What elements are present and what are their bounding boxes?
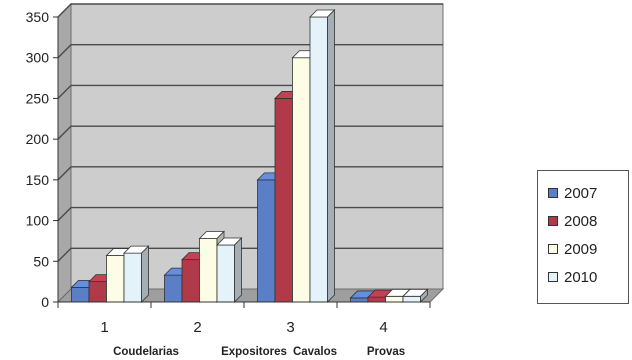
bar-2010-1	[123, 245, 150, 303]
y-tick-label: 150	[26, 172, 50, 188]
category-name-label: Cavalos	[293, 346, 337, 358]
y-tick-label: 300	[26, 50, 50, 66]
legend-swatch-2008	[548, 216, 558, 226]
legend-item-2007: 2007	[548, 179, 628, 207]
legend-swatch-2009	[548, 244, 558, 254]
legend: 2007 2008 2009 2010	[537, 170, 629, 304]
bar-2010-2	[216, 237, 243, 303]
y-tick-label: 250	[26, 90, 50, 106]
y-tick-label: 50	[33, 253, 49, 269]
category-name-label: Coudelarias	[113, 346, 179, 358]
legend-swatch-2007	[548, 188, 558, 198]
x-tick-label: 2	[193, 319, 201, 336]
legend-swatch-2010	[548, 272, 558, 282]
legend-label-2008: 2008	[564, 212, 598, 230]
legend-label-2010: 2010	[564, 268, 598, 286]
legend-item-2009: 2009	[548, 235, 628, 263]
bar-2010-4	[402, 288, 429, 303]
x-tick-label: 3	[286, 319, 294, 336]
legend-item-2008: 2008	[548, 207, 628, 235]
x-axis: 1 Coudelarias 2 Expositores 3 Cavalos 4 Provas	[57, 301, 431, 358]
bars	[70, 9, 429, 303]
y-axis: 0 50 100 150 200 250 300 350	[26, 9, 59, 310]
legend-label-2009: 2009	[564, 240, 598, 258]
legend-label-2007: 2007	[564, 184, 598, 202]
category-name-label: Provas	[367, 346, 405, 358]
legend-item-2010: 2010	[548, 263, 628, 291]
y-tick-label: 0	[41, 294, 49, 310]
bar-2010-3	[309, 9, 336, 303]
side-wall	[57, 2, 72, 304]
y-tick-label: 200	[26, 131, 50, 147]
y-tick-label: 350	[26, 9, 50, 25]
x-tick-label: 1	[100, 319, 108, 336]
category-name-label: Expositores	[221, 346, 287, 358]
gridline	[57, 3, 443, 18]
y-tick-label: 100	[26, 213, 50, 229]
x-tick-label: 4	[379, 319, 387, 336]
back-wall	[70, 3, 444, 290]
